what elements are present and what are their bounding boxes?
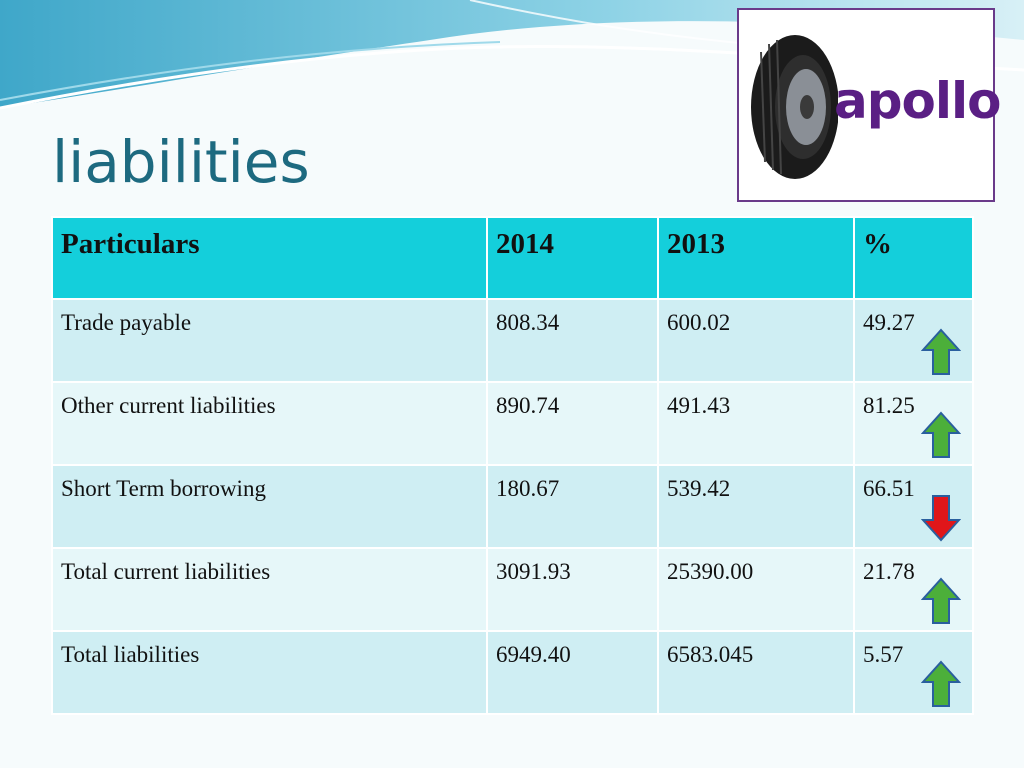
up-arrow-icon	[921, 328, 961, 375]
cell-2013: 491.43	[657, 381, 855, 466]
cell-particular: Trade payable	[51, 298, 488, 383]
percent-value: 49.27	[863, 310, 915, 335]
cell-percent: 49.27	[853, 298, 974, 383]
percent-value: 66.51	[863, 476, 915, 501]
cell-particular: Short Term borrowing	[51, 464, 488, 549]
cell-particular: Total liabilities	[51, 630, 488, 715]
header-2013: 2013	[657, 216, 855, 300]
table-row: Total current liabilities 3091.93 25390.…	[51, 547, 974, 632]
table-row: Total liabilities 6949.40 6583.045 5.57	[51, 630, 974, 715]
cell-2014: 6949.40	[486, 630, 659, 715]
cell-2013: 25390.00	[657, 547, 855, 632]
down-arrow-icon	[921, 495, 961, 542]
cell-2014: 890.74	[486, 381, 659, 466]
cell-percent: 81.25	[853, 381, 974, 466]
up-arrow-icon	[921, 660, 961, 707]
cell-percent: 5.57	[853, 630, 974, 715]
cell-2014: 3091.93	[486, 547, 659, 632]
up-arrow-icon	[921, 411, 961, 458]
cell-2014: 180.67	[486, 464, 659, 549]
cell-percent: 21.78	[853, 547, 974, 632]
percent-value: 21.78	[863, 559, 915, 584]
table-row: Trade payable 808.34 600.02 49.27	[51, 298, 974, 383]
table-row: Other current liabilities 890.74 491.43 …	[51, 381, 974, 466]
percent-value: 81.25	[863, 393, 915, 418]
tire-icon	[751, 35, 838, 179]
cell-2013: 600.02	[657, 298, 855, 383]
cell-percent: 66.51	[853, 464, 974, 549]
cell-particular: Other current liabilities	[51, 381, 488, 466]
percent-value: 5.57	[863, 642, 904, 667]
up-arrow-icon	[921, 577, 961, 624]
header-particulars: Particulars	[51, 216, 488, 300]
liabilities-table: Particulars 2014 2013 % Trade payable 80…	[51, 216, 974, 715]
logo-wordmark: apollo	[834, 72, 1002, 130]
header-percent: %	[853, 216, 974, 300]
header-2014: 2014	[486, 216, 659, 300]
apollo-logo: apollo	[737, 8, 1002, 202]
cell-2013: 539.42	[657, 464, 855, 549]
cell-2014: 808.34	[486, 298, 659, 383]
table-header-row: Particulars 2014 2013 %	[51, 216, 974, 300]
cell-particular: Total current liabilities	[51, 547, 488, 632]
cell-2013: 6583.045	[657, 630, 855, 715]
slide-title: liabilities	[52, 128, 310, 196]
table-row: Short Term borrowing 180.67 539.42 66.51	[51, 464, 974, 549]
